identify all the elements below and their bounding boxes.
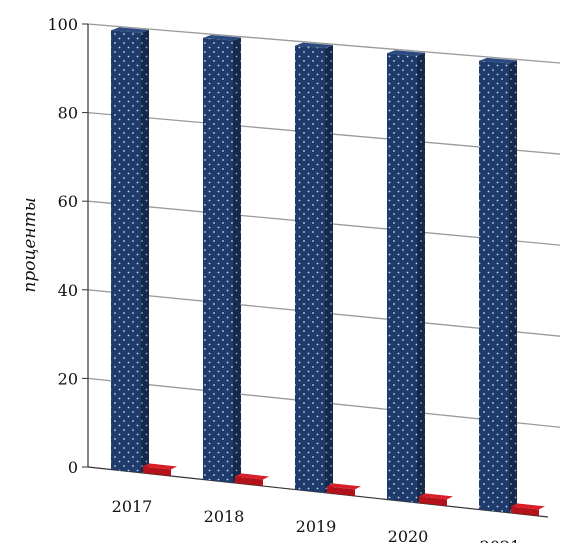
bar-secondary <box>327 486 355 497</box>
bar-main <box>295 45 325 493</box>
bar-main <box>203 37 233 483</box>
bar-secondary <box>143 466 171 477</box>
bar-main <box>111 30 141 473</box>
axis-layer <box>82 23 549 518</box>
x-tick-label: 2021 <box>480 537 521 543</box>
bar-secondary-top <box>235 473 269 480</box>
labels-layer: 0 20 40 60 80 100 2017 2018 2019 2020 2021 <box>47 15 520 543</box>
y-tick-label: 40 <box>58 281 78 300</box>
bar-top <box>479 57 517 64</box>
bar-side <box>325 45 333 493</box>
bar-side <box>233 37 241 483</box>
bar-top <box>111 27 149 33</box>
y-tick-label: 0 <box>68 458 78 477</box>
bar-secondary <box>419 496 447 507</box>
x-tick-label: 2019 <box>296 517 337 536</box>
bar-secondary-top <box>327 483 361 490</box>
bar-secondary-top <box>511 503 545 510</box>
x-tick-label: 2018 <box>204 507 245 526</box>
x-tick-label: 2020 <box>388 527 429 543</box>
bar-secondary <box>511 506 539 517</box>
y-tick-label: 20 <box>58 369 78 388</box>
bar-side <box>509 60 517 513</box>
bar-side <box>141 29 149 473</box>
bar-main <box>387 53 417 503</box>
y-axis-title: проценты <box>20 197 40 292</box>
bar-side <box>417 52 425 503</box>
bar-top <box>295 42 333 49</box>
bar-secondary-top <box>419 493 453 500</box>
bar-top <box>387 50 425 56</box>
x-tick-label: 2017 <box>112 497 153 516</box>
y-tick-label: 60 <box>58 192 78 211</box>
bars-layer <box>111 27 545 517</box>
bar-main <box>479 60 509 513</box>
bar-secondary <box>235 476 263 487</box>
bar-secondary-top <box>143 463 177 470</box>
x-axis-line <box>87 466 549 518</box>
y-tick-label: 80 <box>58 104 78 123</box>
bar-top <box>203 34 241 41</box>
gridline <box>87 23 561 64</box>
y-tick-label: 100 <box>47 15 78 34</box>
